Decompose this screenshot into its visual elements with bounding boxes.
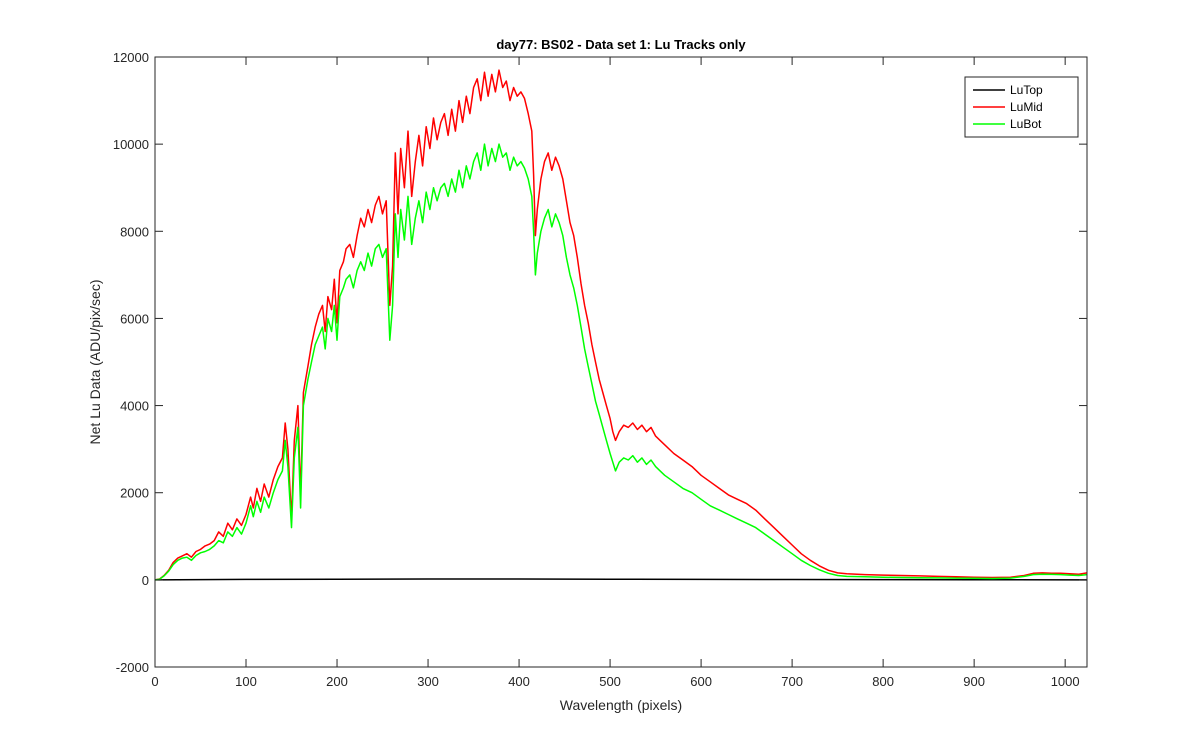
x-tick-label: 200 [326,674,348,689]
series-line-lumid [154,69,1088,581]
y-tick-label: -2000 [116,660,149,675]
x-tick-label: 700 [781,674,803,689]
x-tick-label: 0 [151,674,158,689]
x-tick-label: 1000 [1051,674,1080,689]
y-tick-label: 12000 [113,50,149,65]
x-tick-label: 400 [508,674,530,689]
x-axis-label: Wavelength (pixels) [560,697,682,713]
y-axis-label: Net Lu Data (ADU/pix/sec) [87,280,103,445]
x-tick-label: 600 [690,674,712,689]
plot-frame [154,56,1088,668]
chart-title: day77: BS02 - Data set 1: Lu Tracks only [496,37,746,52]
legend-label-lumid: LuMid [1010,100,1043,114]
legend: LuTop LuMid LuBot [964,76,1079,138]
legend-label-lubot: LuBot [1010,117,1042,131]
y-tick-label: 2000 [120,486,149,501]
series-line-lutop [154,578,1088,581]
y-axis: -2000 0 2000 4000 6000 8000 10000 12000 [113,50,1087,675]
x-tick-label: 800 [872,674,894,689]
y-tick-label: 0 [142,573,149,588]
series-line-lubot [154,143,1088,581]
plot-area [154,56,1088,668]
x-axis: 0 100 200 300 400 500 600 700 800 900 1000 [151,57,1080,689]
x-tick-label: 900 [963,674,985,689]
legend-label-lutop: LuTop [1010,83,1043,97]
x-tick-label: 500 [599,674,621,689]
series-layer [154,69,1088,581]
y-tick-label: 8000 [120,224,149,239]
y-tick-label: 4000 [120,399,149,414]
x-tick-label: 300 [417,674,439,689]
y-tick-label: 6000 [120,311,149,326]
y-tick-label: 10000 [113,137,149,152]
x-tick-label: 100 [235,674,257,689]
